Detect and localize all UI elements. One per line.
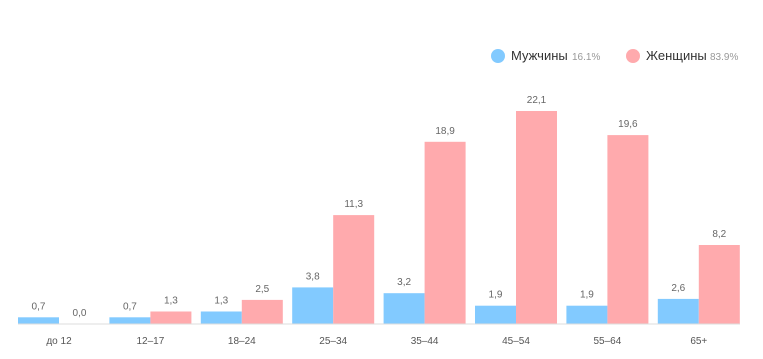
value-label-men-1: 0,7: [123, 301, 137, 312]
plot-area: 0,7 0,0 до 12 0,7 1,3 12–17 1,3 2,5 18–24 3,8 11,3…: [18, 95, 740, 347]
value-label-women-4: 18,9: [435, 126, 455, 137]
bar-men-5[interactable]: [475, 305, 516, 324]
value-label-men-7: 2,6: [671, 283, 685, 294]
legend-item-women[interactable]: Женщины 83.9%: [626, 48, 738, 63]
legend-label-men: Мужчины: [511, 48, 568, 63]
x-tick-label-1: 12–17: [136, 336, 164, 347]
bar-women-3[interactable]: [333, 215, 375, 324]
value-label-men-2: 1,3: [214, 296, 228, 307]
legend-share-women: 83.9%: [710, 52, 738, 63]
bar-women-5[interactable]: [516, 111, 557, 324]
x-tick-label-4: 35–44: [411, 336, 439, 347]
x-tick-label-6: 55–64: [593, 336, 621, 347]
value-label-women-2: 2,5: [255, 284, 269, 295]
x-tick-label-0: до 12: [46, 336, 72, 347]
x-tick-label-3: 25–34: [319, 336, 347, 347]
value-label-women-6: 19,6: [618, 119, 638, 130]
value-label-women-7: 8,2: [712, 229, 726, 240]
value-label-men-4: 3,2: [397, 277, 411, 288]
value-label-men-0: 0,7: [32, 301, 46, 312]
bar-women-6[interactable]: [607, 135, 649, 324]
bar-women-4[interactable]: [424, 141, 466, 324]
bar-men-2[interactable]: [200, 311, 242, 325]
legend-label-women: Женщины: [646, 48, 707, 63]
x-tick-label-5: 45–54: [502, 336, 530, 347]
legend-swatch-men: [491, 49, 505, 63]
bar-men-0[interactable]: [18, 317, 59, 324]
value-label-men-5: 1,9: [489, 290, 503, 301]
bar-men-6[interactable]: [566, 305, 608, 324]
bar-men-4[interactable]: [383, 293, 425, 324]
bar-men-3[interactable]: [292, 287, 334, 324]
value-label-women-0: 0,0: [73, 308, 87, 319]
chart-legend[interactable]: Мужчины 16.1% Женщины 83.9%: [491, 48, 738, 63]
legend-swatch-women: [626, 49, 640, 63]
legend-share-men: 16.1%: [572, 52, 600, 63]
value-label-women-3: 11,3: [344, 199, 363, 210]
bar-women-2[interactable]: [241, 299, 283, 324]
bar-men-1[interactable]: [109, 317, 151, 324]
legend-item-men[interactable]: Мужчины 16.1%: [491, 48, 600, 63]
bar-women-7[interactable]: [698, 245, 740, 324]
bar-men-7[interactable]: [657, 298, 699, 324]
x-tick-label-7: 65+: [690, 336, 707, 347]
x-tick-label-2: 18–24: [228, 336, 256, 347]
value-label-women-5: 22,1: [527, 95, 547, 106]
value-label-men-3: 3,8: [306, 271, 320, 282]
value-label-women-1: 1,3: [164, 296, 178, 307]
bar-women-1[interactable]: [150, 311, 192, 325]
value-label-men-6: 1,9: [580, 290, 594, 301]
